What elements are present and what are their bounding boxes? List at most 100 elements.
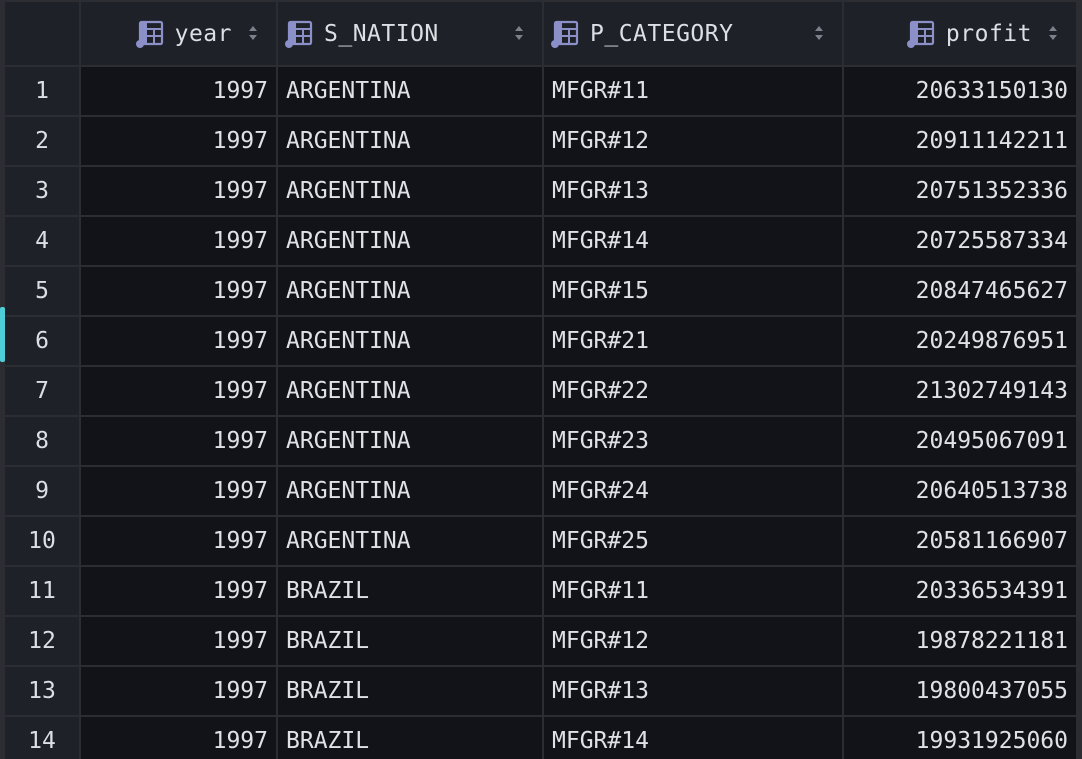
row-number[interactable]: 11 bbox=[5, 567, 79, 615]
cell-profit[interactable]: 20911142211 bbox=[844, 117, 1076, 165]
row-number[interactable]: 12 bbox=[5, 617, 79, 665]
cell-s-nation[interactable]: BRAZIL bbox=[278, 717, 542, 759]
column-header-label: profit bbox=[945, 20, 1032, 47]
row-number[interactable]: 1 bbox=[5, 67, 79, 115]
column-header-profit[interactable]: profit bbox=[844, 2, 1076, 65]
column-header-p-category[interactable]: P_CATEGORY bbox=[544, 2, 842, 65]
cell-year[interactable]: 1997 bbox=[81, 167, 276, 215]
cell-p-category[interactable]: MFGR#15 bbox=[544, 267, 842, 315]
cell-s-nation-value: ARGENTINA bbox=[286, 178, 411, 204]
cell-profit-value: 20336534391 bbox=[915, 578, 1068, 604]
sort-arrows-icon[interactable] bbox=[248, 24, 258, 42]
cell-s-nation[interactable]: ARGENTINA bbox=[278, 117, 542, 165]
cell-s-nation-value: ARGENTINA bbox=[286, 328, 411, 354]
cell-p-category[interactable]: MFGR#11 bbox=[544, 567, 842, 615]
cell-s-nation[interactable]: BRAZIL bbox=[278, 617, 542, 665]
cell-profit[interactable]: 20725587334 bbox=[844, 217, 1076, 265]
cell-p-category[interactable]: MFGR#24 bbox=[544, 467, 842, 515]
row-number[interactable]: 9 bbox=[5, 467, 79, 515]
cell-p-category[interactable]: MFGR#14 bbox=[544, 717, 842, 759]
cell-profit[interactable]: 20249876951 bbox=[844, 317, 1076, 365]
cell-year[interactable]: 1997 bbox=[81, 467, 276, 515]
cell-profit[interactable]: 20495067091 bbox=[844, 417, 1076, 465]
cell-year[interactable]: 1997 bbox=[81, 567, 276, 615]
cell-profit[interactable]: 20581166907 bbox=[844, 517, 1076, 565]
cell-year[interactable]: 1997 bbox=[81, 367, 276, 415]
cell-s-nation[interactable]: ARGENTINA bbox=[278, 167, 542, 215]
row-number[interactable]: 14 bbox=[5, 717, 79, 759]
cell-s-nation[interactable]: ARGENTINA bbox=[278, 467, 542, 515]
cell-s-nation[interactable]: ARGENTINA bbox=[278, 517, 542, 565]
cell-s-nation[interactable]: ARGENTINA bbox=[278, 267, 542, 315]
cell-year[interactable]: 1997 bbox=[81, 417, 276, 465]
row-number[interactable]: 5 bbox=[5, 267, 79, 315]
cell-year[interactable]: 1997 bbox=[81, 67, 276, 115]
cell-p-category[interactable]: MFGR#23 bbox=[544, 417, 842, 465]
row-number[interactable]: 7 bbox=[5, 367, 79, 415]
cell-year-value: 1997 bbox=[212, 428, 268, 454]
cell-profit-value: 20847465627 bbox=[915, 278, 1068, 304]
cell-year[interactable]: 1997 bbox=[81, 667, 276, 715]
cell-profit[interactable]: 19800437055 bbox=[844, 667, 1076, 715]
row-number-value: 1 bbox=[35, 78, 49, 104]
column-header-year[interactable]: year bbox=[81, 2, 276, 65]
cell-year[interactable]: 1997 bbox=[81, 717, 276, 759]
row-number[interactable]: 2 bbox=[5, 117, 79, 165]
cell-profit-value: 20249876951 bbox=[915, 328, 1068, 354]
cell-profit-value: 20751352336 bbox=[915, 178, 1068, 204]
corner-cell[interactable] bbox=[5, 2, 79, 65]
cell-p-category[interactable]: MFGR#25 bbox=[544, 517, 842, 565]
selected-row-marker bbox=[0, 307, 5, 362]
cell-year[interactable]: 1997 bbox=[81, 117, 276, 165]
cell-profit[interactable]: 20640513738 bbox=[844, 467, 1076, 515]
row-number[interactable]: 13 bbox=[5, 667, 79, 715]
cell-p-category-value: MFGR#14 bbox=[552, 728, 649, 754]
cell-profit-value: 20581166907 bbox=[915, 528, 1068, 554]
cell-s-nation[interactable]: ARGENTINA bbox=[278, 417, 542, 465]
row-number[interactable]: 3 bbox=[5, 167, 79, 215]
cell-p-category-value: MFGR#23 bbox=[552, 428, 649, 454]
cell-profit-value: 19800437055 bbox=[915, 678, 1068, 704]
cell-p-category[interactable]: MFGR#12 bbox=[544, 617, 842, 665]
cell-year[interactable]: 1997 bbox=[81, 617, 276, 665]
cell-s-nation[interactable]: ARGENTINA bbox=[278, 217, 542, 265]
cell-s-nation-value: BRAZIL bbox=[286, 678, 370, 704]
cell-s-nation[interactable]: BRAZIL bbox=[278, 567, 542, 615]
sort-arrows-icon[interactable] bbox=[514, 24, 524, 42]
cell-s-nation[interactable]: BRAZIL bbox=[278, 667, 542, 715]
row-number[interactable]: 4 bbox=[5, 217, 79, 265]
cell-profit-value: 20633150130 bbox=[915, 78, 1068, 104]
cell-profit[interactable]: 20336534391 bbox=[844, 567, 1076, 615]
row-number[interactable]: 10 bbox=[5, 517, 79, 565]
cell-year-value: 1997 bbox=[212, 278, 268, 304]
cell-year-value: 1997 bbox=[212, 728, 268, 754]
cell-year[interactable]: 1997 bbox=[81, 317, 276, 365]
cell-p-category[interactable]: MFGR#11 bbox=[544, 67, 842, 115]
sort-arrows-icon[interactable] bbox=[814, 24, 824, 42]
cell-p-category[interactable]: MFGR#13 bbox=[544, 667, 842, 715]
cell-p-category[interactable]: MFGR#22 bbox=[544, 367, 842, 415]
cell-s-nation[interactable]: ARGENTINA bbox=[278, 67, 542, 115]
cell-p-category[interactable]: MFGR#21 bbox=[544, 317, 842, 365]
cell-profit[interactable]: 20751352336 bbox=[844, 167, 1076, 215]
column-header-s-nation[interactable]: S_NATION bbox=[278, 2, 542, 65]
cell-year[interactable]: 1997 bbox=[81, 217, 276, 265]
cell-profit[interactable]: 19878221181 bbox=[844, 617, 1076, 665]
cell-s-nation[interactable]: ARGENTINA bbox=[278, 317, 542, 365]
cell-s-nation[interactable]: ARGENTINA bbox=[278, 367, 542, 415]
cell-year-value: 1997 bbox=[212, 78, 268, 104]
row-number[interactable]: 6 bbox=[5, 317, 79, 365]
cell-profit[interactable]: 21302749143 bbox=[844, 367, 1076, 415]
cell-p-category[interactable]: MFGR#13 bbox=[544, 167, 842, 215]
row-number-value: 11 bbox=[28, 578, 56, 604]
cell-p-category[interactable]: MFGR#12 bbox=[544, 117, 842, 165]
cell-year[interactable]: 1997 bbox=[81, 267, 276, 315]
cell-profit[interactable]: 20847465627 bbox=[844, 267, 1076, 315]
cell-profit[interactable]: 19931925060 bbox=[844, 717, 1076, 759]
cell-p-category[interactable]: MFGR#14 bbox=[544, 217, 842, 265]
sort-arrows-icon[interactable] bbox=[1048, 24, 1058, 42]
cell-profit[interactable]: 20633150130 bbox=[844, 67, 1076, 115]
cell-year[interactable]: 1997 bbox=[81, 517, 276, 565]
row-number[interactable]: 8 bbox=[5, 417, 79, 465]
cell-year-value: 1997 bbox=[212, 478, 268, 504]
